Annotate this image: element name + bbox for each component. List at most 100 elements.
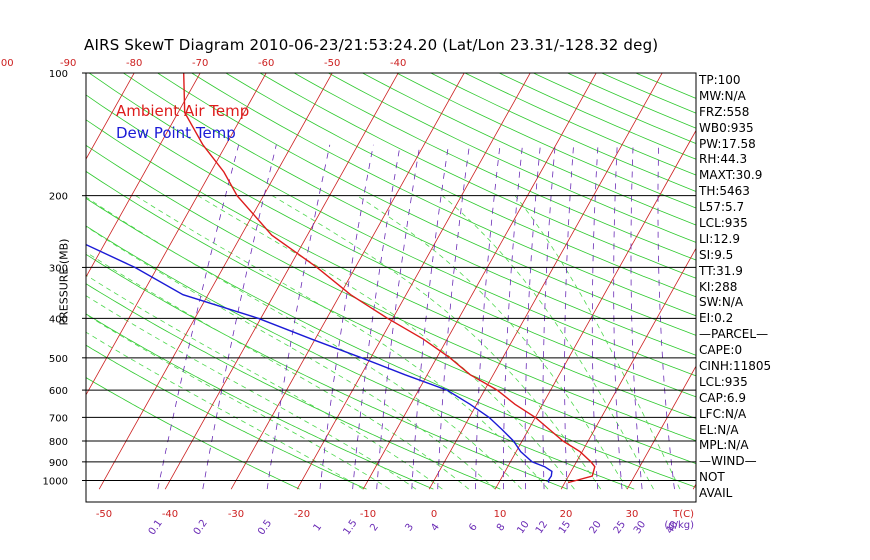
moist-adiabat-line — [356, 195, 628, 490]
pressure-tick-label: 600 — [49, 386, 68, 397]
mixing-ratio-label: 2 — [368, 522, 381, 534]
moist-adiabat-line — [514, 195, 681, 490]
bottom-temp-tick-label: 30 — [626, 509, 639, 520]
top-temp-tick-label: -70 — [192, 58, 208, 69]
isotherm-line — [428, 73, 663, 490]
mixing-ratio-label: 25 — [612, 519, 628, 536]
dry-adiabat-line — [86, 119, 696, 419]
moist-adiabat-line — [86, 196, 522, 490]
moist-adiabat-line — [271, 195, 602, 490]
stability-index-item: LCL:935 — [699, 216, 748, 231]
top-temp-tick-label: -80 — [126, 58, 142, 69]
top-temp-tick-label: -40 — [390, 58, 406, 69]
stability-index-item: SI:9.5 — [699, 247, 734, 262]
stability-index-item: PW:17.58 — [699, 136, 756, 151]
mixing-ratio-line — [564, 144, 574, 490]
mixing-ratio-line — [202, 144, 277, 490]
isotherm-line — [759, 64, 870, 489]
mixing-ratio-line — [266, 144, 331, 490]
bottom-temp-tick-label: -10 — [360, 509, 376, 520]
pressure-tick-label: 800 — [49, 437, 68, 448]
dry-adiabat-line — [225, 73, 696, 298]
isotherm-line — [362, 73, 597, 490]
isotherm-line — [494, 129, 696, 490]
stability-index-item: RH:44.3 — [699, 152, 748, 167]
mixing-ratio-label: 30 — [632, 519, 648, 536]
stability-index-item: CINH:11805 — [699, 359, 772, 374]
isotherm-line — [296, 73, 531, 490]
mixing-ratio-label: 10 — [515, 519, 531, 536]
dry-adiabat-line — [190, 73, 696, 317]
stability-index-item: TT:31.9 — [699, 263, 743, 278]
moist-adiabat-line — [442, 195, 654, 490]
dry-adiabat-line — [259, 73, 696, 279]
y-axis-label: PRESSURE (MB) — [57, 238, 71, 326]
pressure-tick-label: 700 — [49, 413, 68, 424]
stability-index-item: LCL:935 — [699, 374, 748, 389]
stability-index-item: KI:288 — [699, 279, 738, 294]
isotherm-line — [86, 73, 135, 160]
mixing-ratio-label: 0.1 — [147, 518, 165, 537]
isotherm-line — [0, 64, 7, 489]
mixing-ratio-label: 20 — [588, 519, 604, 536]
top-temp-tick-label: -60 — [258, 58, 274, 69]
bottom-temp-tick-label: 20 — [560, 509, 573, 520]
mixing-ratio-line — [352, 144, 401, 490]
stability-index-item: FRZ:558 — [699, 104, 750, 119]
dry-adiabat-line — [86, 225, 635, 490]
pressure-tick-label: 300 — [49, 263, 68, 274]
stability-index-item: WB0:935 — [699, 120, 754, 135]
stability-index-item: EI:0.2 — [699, 311, 734, 326]
bottom-temp-tick-label: -30 — [228, 509, 244, 520]
dry-adiabat-line — [293, 73, 696, 261]
stability-index-item: SW:N/A — [699, 295, 744, 310]
stability-index-item: MAXT:30.9 — [699, 168, 763, 183]
axis-tick-labels: 1002003004005006007008009001000-120-110-… — [0, 58, 694, 537]
ambient-air-temp-line — [183, 73, 596, 484]
stability-index-item: TP:100 — [699, 73, 741, 87]
mixing-ratio-label: 0.5 — [256, 518, 274, 537]
dry-adiabat-line — [86, 94, 696, 398]
isotherm-line — [164, 73, 399, 490]
stability-index-item: MPL:N/A — [699, 438, 749, 453]
pressure-tick-label: 500 — [49, 354, 68, 365]
legend-dew-point-temp: Dew Point Temp — [116, 124, 236, 142]
legend-ambient-air-temp: Ambient Air Temp — [116, 102, 250, 120]
pressure-tick-label: 200 — [49, 192, 68, 203]
mixing-ratio-label: 8 — [495, 522, 508, 534]
pressure-tick-label: 100 — [49, 69, 68, 80]
dry-adiabat-line — [86, 144, 696, 442]
stability-indices-list: TP:100 MW:N/A FRZ:558 WB0:935 PW:17.58 RH:44.… — [699, 73, 771, 502]
dry-adiabat-line — [498, 73, 696, 160]
isotherm-line — [230, 73, 465, 490]
mixing-ratio-unit-label: (g/kg) — [664, 520, 694, 531]
moist-adiabat-line — [86, 225, 496, 490]
bottom-temp-tick-label: -40 — [162, 509, 178, 520]
mixing-ratio-label: 1.5 — [342, 518, 360, 537]
dry-adiabat-line — [86, 313, 434, 490]
dry-adiabat-line — [122, 73, 696, 356]
top-temp-tick-label: -90 — [60, 58, 76, 69]
stability-index-item: CAP:6.9 — [699, 390, 746, 405]
mixing-ratio-label: 6 — [467, 522, 480, 534]
pressure-tick-label: 400 — [49, 314, 68, 325]
dry-adiabat-line — [156, 73, 696, 336]
moist-adiabat-line — [86, 251, 470, 490]
stability-index-item: AVAIL — [699, 486, 733, 501]
stability-index-item: LI:12.9 — [699, 231, 740, 246]
dew-point-temp-line — [86, 243, 553, 483]
stability-index-item: —PARCEL— — [699, 327, 769, 342]
mixing-ratio-label: 0.2 — [192, 518, 210, 537]
dry-adiabat-line — [88, 73, 696, 377]
isobar-lines — [86, 195, 696, 481]
mixing-ratio-label: 1 — [312, 522, 325, 534]
dry-adiabat-line — [430, 73, 696, 192]
top-temp-tick-label: -100 — [0, 58, 14, 69]
plot-frame — [85, 72, 697, 503]
top-temp-tick-label: -50 — [324, 58, 340, 69]
pressure-tick-label: 900 — [49, 458, 68, 469]
mixing-ratio-label: 12 — [534, 519, 550, 536]
chart-title: AIRS SkewT Diagram 2010-06-23/21:53:24.2… — [84, 36, 659, 54]
mixing-ratio-label: 4 — [429, 522, 442, 534]
